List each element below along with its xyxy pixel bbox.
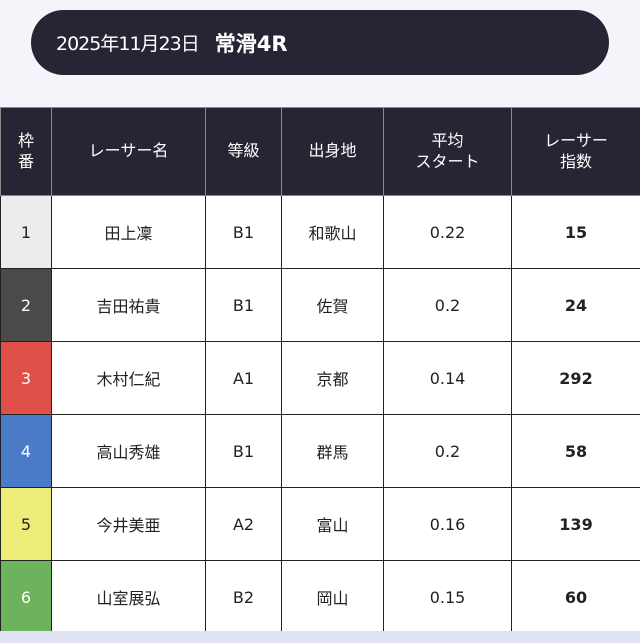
cell-index: 292 [511, 341, 640, 415]
cell-name: 木村仁紀 [51, 341, 206, 415]
race-name: 常滑4R [214, 31, 288, 56]
cell-name: 山室展弘 [51, 560, 206, 634]
header-label: スタート [415, 151, 480, 171]
cell-grade: B1 [205, 195, 282, 269]
header-label: 等級 [227, 141, 260, 161]
cell-avg-start: 0.15 [383, 560, 512, 634]
table-row: 5 今井美亜 A2 富山 0.16 139 [0, 487, 640, 561]
header-label: 平均 [431, 130, 464, 150]
cell-grade: A2 [205, 487, 282, 561]
cell-avg-start: 0.14 [383, 341, 512, 415]
cell-index: 60 [511, 560, 640, 634]
cell-frame: 6 [0, 560, 52, 634]
racer-table: 枠番レーサー名 等級 出身地 平均 スタート レーサー 指数 1 田上凜 B1 和歌山 0.22 15… [0, 107, 640, 634]
footer-band [0, 631, 640, 643]
cell-name: 田上凜 [51, 195, 206, 269]
cell-index: 58 [511, 414, 640, 488]
cell-avg-start: 0.16 [383, 487, 512, 561]
cell-name: 今井美亜 [51, 487, 206, 561]
cell-index: 24 [511, 268, 640, 342]
race-header: 2025年11月23日 常滑4R [31, 10, 609, 75]
header-label: 枠 [17, 130, 34, 150]
cell-grade: B2 [205, 560, 282, 634]
cell-frame: 4 [0, 414, 52, 488]
race-date: 2025年11月23日 [56, 33, 200, 55]
table-row: 2 吉田祐貴 B1 佐賀 0.2 24 [0, 268, 640, 342]
cell-frame: 2 [0, 268, 52, 342]
column-header-grade: 等級 [205, 107, 282, 196]
table-row: 4 高山秀雄 B1 群馬 0.2 58 [0, 414, 640, 488]
table-row: 1 田上凜 B1 和歌山 0.22 15 [0, 195, 640, 269]
cell-grade: B1 [205, 268, 282, 342]
cell-frame: 1 [0, 195, 52, 269]
cell-hometown: 京都 [281, 341, 384, 415]
cell-hometown: 富山 [281, 487, 384, 561]
cell-avg-start: 0.22 [383, 195, 512, 269]
column-header-frame: 枠番 [0, 107, 52, 196]
header-label: 出身地 [308, 141, 357, 161]
header-label: レーサー [544, 130, 608, 150]
cell-hometown: 岡山 [281, 560, 384, 634]
cell-avg-start: 0.2 [383, 414, 512, 488]
cell-hometown: 群馬 [281, 414, 384, 488]
header-label: 指数 [559, 151, 592, 171]
cell-grade: A1 [205, 341, 282, 415]
cell-hometown: 佐賀 [281, 268, 384, 342]
cell-index: 139 [511, 487, 640, 561]
cell-hometown: 和歌山 [281, 195, 384, 269]
table-header-row: 枠番レーサー名 等級 出身地 平均 スタート レーサー 指数 [0, 107, 640, 196]
column-header-name: レーサー名 [51, 107, 206, 196]
cell-index: 15 [511, 195, 640, 269]
cell-avg-start: 0.2 [383, 268, 512, 342]
header-label: 番 [17, 151, 34, 171]
cell-name: 高山秀雄 [51, 414, 206, 488]
cell-grade: B1 [205, 414, 282, 488]
column-header-avg-start: 平均 スタート [383, 107, 512, 196]
cell-frame: 3 [0, 341, 52, 415]
cell-frame: 5 [0, 487, 52, 561]
table-row: 6 山室展弘 B2 岡山 0.15 60 [0, 560, 640, 634]
table-row: 3 木村仁紀 A1 京都 0.14 292 [0, 341, 640, 415]
column-header-index: レーサー 指数 [511, 107, 640, 196]
header-label: レーサー名 [88, 141, 169, 161]
column-header-hometown: 出身地 [281, 107, 384, 196]
cell-name: 吉田祐貴 [51, 268, 206, 342]
